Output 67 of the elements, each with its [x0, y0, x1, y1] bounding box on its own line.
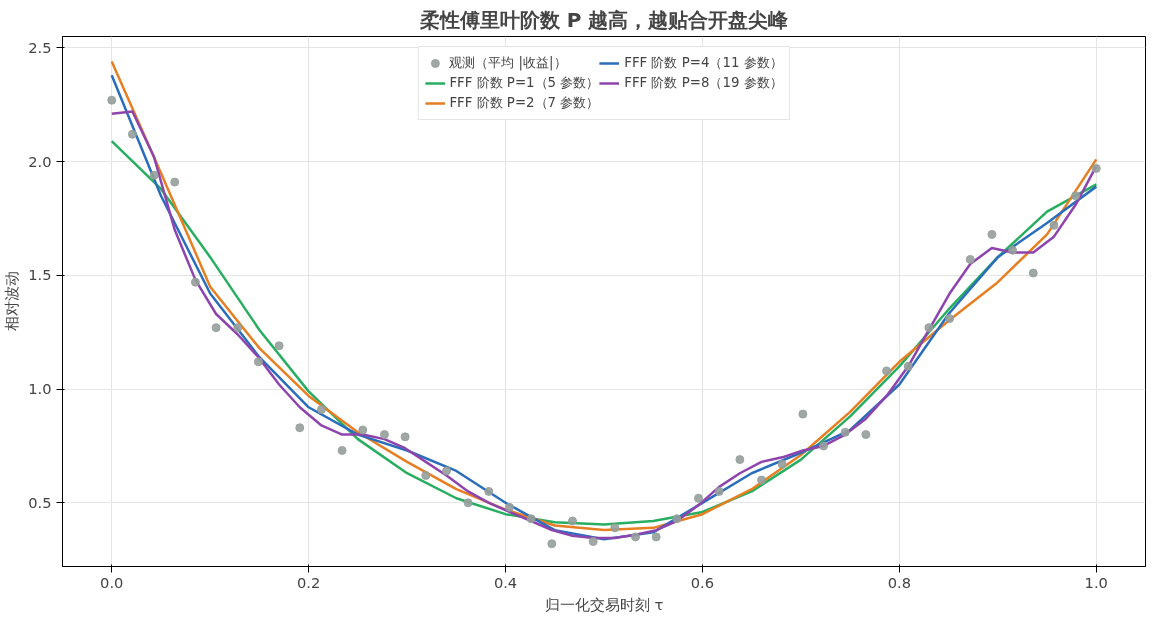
point — [107, 95, 117, 105]
legend-label: FFF 阶数 P=8（19 参数） — [624, 74, 783, 92]
x-tick-label: 0.0 — [100, 573, 124, 591]
x-tick-label: 0.4 — [493, 573, 518, 591]
legend-label: FFF 阶数 P=4（11 参数） — [624, 54, 783, 72]
point — [149, 170, 159, 180]
point — [1008, 245, 1018, 255]
y-axis-title: 相对波动 — [3, 271, 21, 332]
y-tick-label: 1.0 — [28, 380, 52, 398]
point — [965, 254, 975, 264]
y-tick-label: 2.5 — [28, 38, 52, 56]
point — [441, 466, 451, 476]
point — [211, 323, 221, 333]
point — [714, 486, 724, 496]
x-axis-title: 归一化交易时刻 τ — [544, 595, 664, 613]
point — [1091, 163, 1101, 173]
point — [274, 341, 284, 351]
point — [1049, 220, 1059, 230]
point — [233, 323, 243, 333]
point — [798, 409, 808, 419]
y-tick-label: 0.5 — [28, 493, 52, 511]
y-tick-label: 1.5 — [28, 266, 52, 284]
point — [651, 532, 661, 542]
point — [924, 323, 934, 333]
point — [547, 539, 557, 549]
point — [672, 514, 682, 524]
x-tick-label: 0.2 — [296, 573, 321, 591]
point — [1071, 191, 1081, 201]
point — [504, 502, 514, 512]
chart-title: 柔性傅里叶阶数 P 越高，越贴合开盘尖峰 — [418, 7, 790, 32]
point — [1028, 268, 1038, 278]
point — [400, 432, 410, 442]
point — [316, 405, 326, 415]
point — [127, 129, 137, 139]
point — [190, 277, 200, 287]
point — [777, 459, 787, 469]
point — [757, 475, 767, 485]
y-tick-label: 2.0 — [28, 152, 52, 170]
point — [567, 516, 577, 526]
point — [840, 427, 850, 437]
x-tick-label: 1.0 — [1084, 573, 1108, 591]
point — [526, 514, 536, 524]
legend-label: FFF 阶数 P=2（7 参数） — [449, 94, 600, 112]
point — [694, 493, 704, 503]
point — [337, 446, 347, 455]
point — [588, 536, 598, 546]
point — [484, 486, 494, 496]
point — [463, 498, 473, 508]
point — [945, 314, 955, 324]
x-tick-label: 0.6 — [690, 573, 715, 591]
point — [170, 177, 180, 187]
point — [358, 425, 368, 435]
legend-label: 观测（平均 |收益|） — [449, 54, 567, 72]
point — [379, 430, 389, 440]
point — [631, 532, 641, 542]
point — [882, 366, 892, 376]
point — [861, 430, 871, 440]
point — [253, 357, 263, 367]
point — [987, 229, 997, 239]
point — [819, 441, 829, 451]
point — [421, 471, 431, 480]
point — [610, 523, 620, 533]
point — [903, 361, 913, 371]
point — [735, 455, 745, 465]
x-tick-label: 0.8 — [887, 573, 912, 591]
legend-label: FFF 阶数 P=1（5 参数） — [449, 74, 600, 92]
point — [295, 423, 305, 433]
